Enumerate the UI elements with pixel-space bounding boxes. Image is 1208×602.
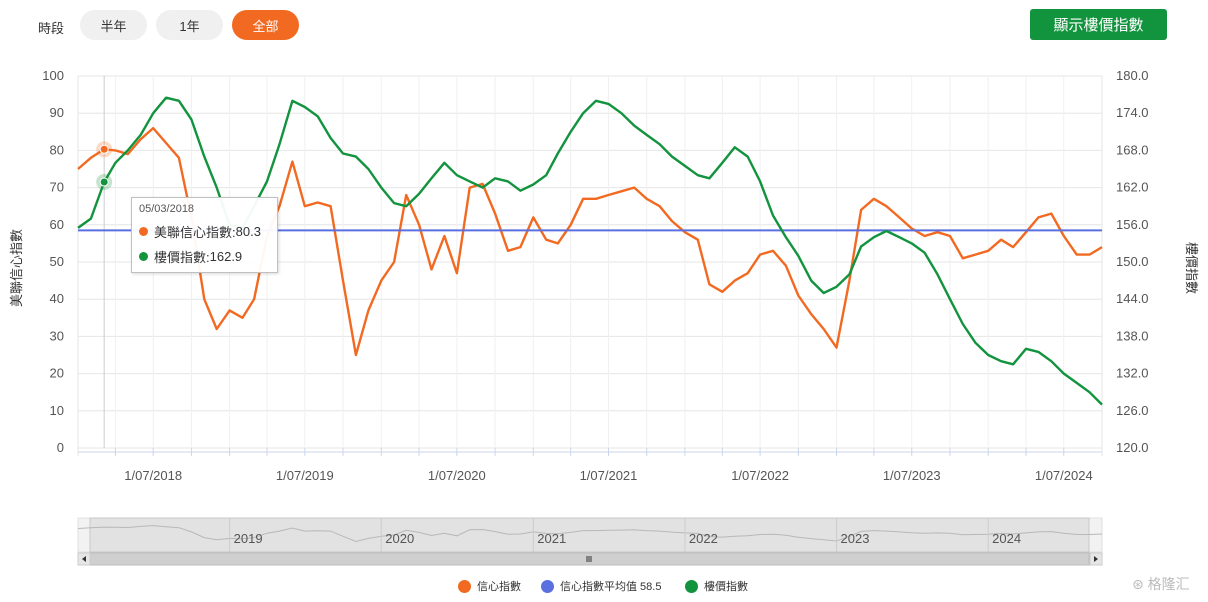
- legend-average-label: 信心指數平均值 58.5: [560, 581, 662, 593]
- y-left-tick-label: 60: [50, 217, 64, 232]
- axis-layer: 0 120.0 10 126.0 20 132.0 30 138.0 40 144.0 50 150.…: [42, 68, 1148, 483]
- navigator-mini-line: [77, 525, 1103, 543]
- y-left-tick-label: 30: [50, 328, 64, 343]
- navigator-year-label: 2019: [234, 531, 263, 546]
- navigator-year-label: 2023: [841, 531, 870, 546]
- y-left-tick-label: 0: [57, 440, 64, 455]
- y-right-tick-label: 150.0: [1116, 254, 1149, 269]
- green-dot-icon: [139, 252, 148, 261]
- navigator-year-label: 2024: [992, 531, 1021, 546]
- y-left-tick-label: 100: [42, 68, 64, 83]
- confidence-index-line: [77, 126, 1103, 357]
- legend-item-average[interactable]: 信心指數平均值 58.5: [541, 578, 661, 594]
- x-tick-label: 1/07/2023: [883, 468, 941, 483]
- y-left-tick-label: 20: [50, 366, 64, 381]
- y-right-axis-title: 樓價指數: [1184, 242, 1199, 294]
- y-right-tick-label: 120.0: [1116, 440, 1149, 455]
- y-left-tick-label: 50: [50, 254, 64, 269]
- legend-blue-dot-icon: [541, 579, 554, 593]
- period-half-year-button[interactable]: 半年: [80, 10, 147, 40]
- arrow-right-icon: [1094, 556, 1098, 562]
- period-all-button[interactable]: 全部: [232, 10, 299, 40]
- y-right-tick-label: 180.0: [1116, 68, 1149, 83]
- legend-orange-dot-icon: [458, 579, 471, 593]
- tooltip-row-property: 樓價指數: 162.9: [139, 247, 242, 266]
- tooltip-row-confidence: 美聯信心指數: 80.3: [139, 222, 261, 241]
- tooltip-confidence-label: 美聯信心指數:: [154, 225, 236, 240]
- y-right-tick-label: 162.0: [1116, 180, 1149, 195]
- x-tick-label: 1/07/2020: [428, 468, 486, 483]
- period-label: 時段: [38, 21, 65, 36]
- legend-green-dot-icon: [685, 579, 698, 593]
- period-one-year-button[interactable]: 1年: [156, 10, 223, 40]
- x-tick-label: 1/07/2019: [276, 468, 334, 483]
- tooltip-confidence-value: 80.3: [235, 224, 261, 239]
- y-left-axis-title: 美聯信心指數: [9, 229, 24, 307]
- toolbar: 時段 半年 1年 全部 顯示樓價指數: [0, 0, 1208, 50]
- legend-confidence-label: 信心指數: [477, 581, 521, 593]
- legend-property-label: 樓價指數: [704, 581, 748, 593]
- navigator-year-label: 2021: [537, 531, 566, 546]
- y-left-tick-label: 40: [50, 291, 64, 306]
- x-tick-label: 1/07/2021: [580, 468, 638, 483]
- y-right-tick-label: 138.0: [1116, 328, 1149, 343]
- tooltip-property-value: 162.9: [209, 249, 243, 264]
- x-tick-label: 1/07/2018: [124, 468, 182, 483]
- y-left-tick-label: 90: [50, 105, 64, 120]
- y-right-tick-label: 168.0: [1116, 142, 1149, 157]
- y-left-tick-label: 10: [50, 403, 64, 418]
- legend-item-property[interactable]: 樓價指數: [685, 578, 748, 594]
- y-right-tick-label: 156.0: [1116, 217, 1149, 232]
- tooltip-property-label: 樓價指數:: [154, 250, 210, 265]
- y-left-tick-label: 70: [50, 180, 64, 195]
- navigator-selection: [89, 517, 1090, 553]
- y-right-tick-label: 132.0: [1116, 366, 1149, 381]
- arrow-left-icon: [82, 556, 86, 562]
- navigator-year-label: 2022: [689, 531, 718, 546]
- legend-item-confidence[interactable]: 信心指數: [458, 578, 521, 594]
- watermark-text: 格隆汇: [1147, 576, 1190, 592]
- navigator-year-label: 2020: [385, 531, 414, 546]
- grid-layer: [78, 75, 1102, 449]
- chart-tooltip: 05/03/2018 美聯信心指數: 80.3 樓價指數: 162.9: [131, 197, 278, 273]
- hover-marker: [99, 177, 109, 187]
- navigator: 2019 2020 2021 2022 2023 2024: [77, 517, 1103, 566]
- x-tick-label: 1/07/2022: [731, 468, 789, 483]
- y-left-tick-label: 80: [50, 142, 64, 157]
- y-right-tick-label: 144.0: [1116, 291, 1149, 306]
- show-property-index-button[interactable]: 顯示樓價指數: [1030, 9, 1167, 40]
- legend: 信心指數 信心指數平均值 58.5 樓價指數: [0, 578, 1208, 598]
- watermark-logo: ⊛ 格隆汇: [1132, 576, 1190, 592]
- y-right-tick-label: 174.0: [1116, 105, 1149, 120]
- hover-marker: [99, 144, 109, 154]
- orange-dot-icon: [139, 227, 148, 236]
- x-tick-label: 1/07/2024: [1035, 468, 1093, 483]
- tooltip-date: 05/03/2018: [139, 203, 195, 215]
- y-right-tick-label: 126.0: [1116, 403, 1149, 418]
- grip-icon: [586, 556, 592, 562]
